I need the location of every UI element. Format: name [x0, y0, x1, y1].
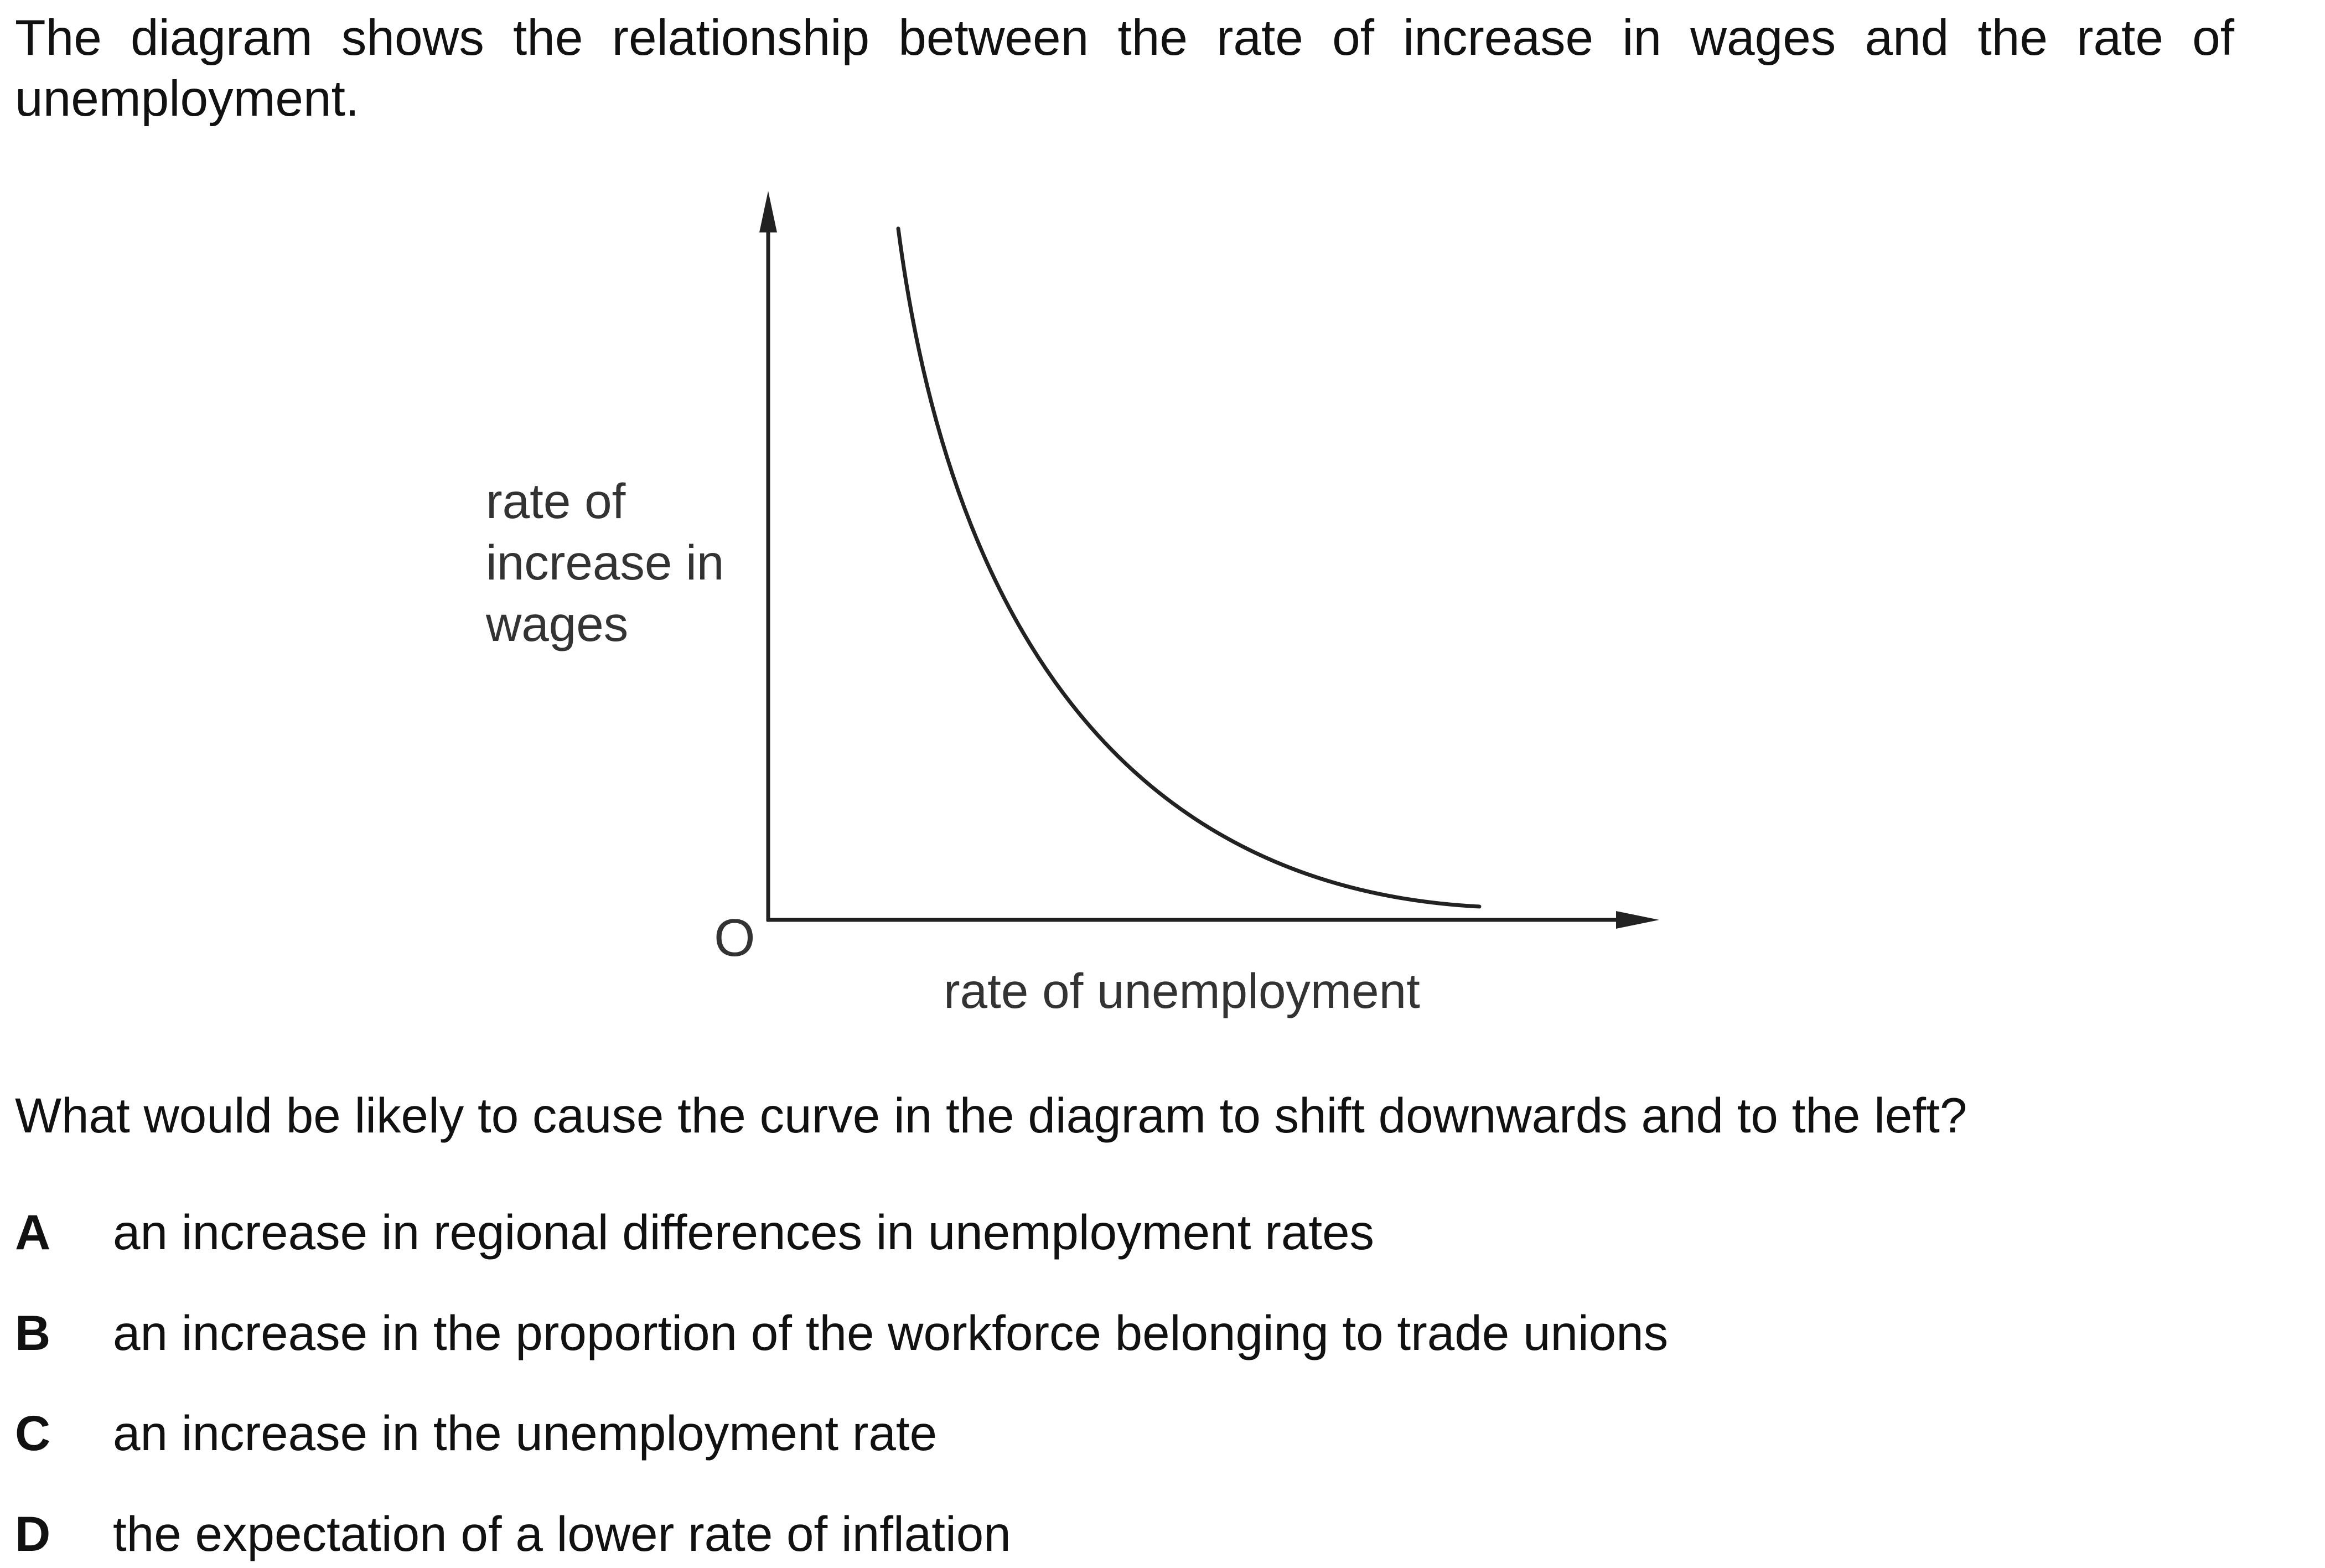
question-stem: The diagram shows the relationship betwe…	[15, 10, 2234, 127]
x-axis-arrowhead	[1616, 911, 1659, 929]
y-axis-arrowhead	[759, 191, 777, 232]
option-letter: A	[15, 1204, 51, 1260]
option-text: an increase in the unemployment rate	[113, 1405, 938, 1461]
option-letter: D	[15, 1506, 51, 1561]
option-letter: C	[15, 1405, 51, 1461]
phillips-curve-diagram: rate of increase in wages O rate of unem…	[486, 191, 1659, 1018]
option-letter: B	[15, 1305, 51, 1360]
x-axis-label: rate of unemployment	[944, 963, 1420, 1018]
origin-label: O	[714, 908, 755, 967]
option-text: an increase in regional differences in u…	[113, 1204, 1375, 1260]
diagram-canvas	[759, 191, 1659, 929]
question-text: What would be likely to cause the curve …	[15, 1088, 1967, 1143]
wage-unemployment-curve	[896, 226, 1482, 909]
option-text: the expectation of a lower rate of infla…	[113, 1506, 1011, 1561]
option-text: an increase in the proportion of the wor…	[113, 1305, 1669, 1360]
y-axis-label: rate of increase in wages	[486, 473, 724, 651]
